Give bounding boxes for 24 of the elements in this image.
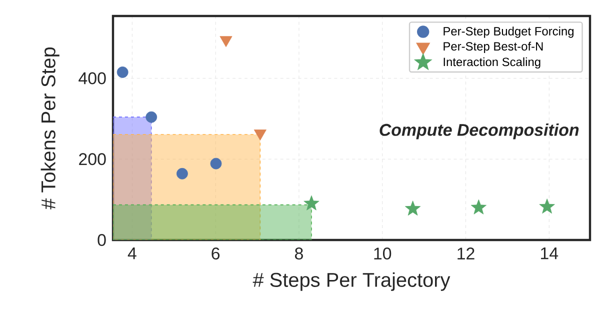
point: [176, 168, 188, 180]
y-tick-label: 400: [78, 72, 106, 84]
point: [539, 198, 555, 214]
point: [404, 200, 421, 216]
x-tick-label: 10: [374, 248, 392, 260]
x-tick-label: 14: [541, 248, 558, 260]
legend-label: Per-Step Budget Forcing: [444, 26, 574, 38]
point: [116, 66, 128, 78]
point: [146, 111, 158, 123]
x-tick-label: 12: [458, 248, 474, 260]
point: [470, 199, 486, 214]
annotation: Compute Decomposition: [380, 123, 579, 140]
legend-label: Per-Step Best-of-N: [444, 42, 543, 53]
y-tick-label: 0: [98, 234, 106, 246]
y-axis-title: # Tokens Per Step: [40, 47, 60, 210]
point: [304, 195, 320, 210]
x-tick-label: 8: [294, 248, 303, 260]
point: [220, 36, 232, 48]
legend-label: Interaction Scaling: [444, 57, 540, 69]
x-tick-label: 6: [212, 248, 220, 260]
point: [210, 158, 222, 170]
y-tick-label: 200: [79, 153, 106, 166]
x-axis-title: # Steps Per Trajectory: [252, 272, 450, 291]
x-tick-label: 4: [128, 248, 136, 260]
